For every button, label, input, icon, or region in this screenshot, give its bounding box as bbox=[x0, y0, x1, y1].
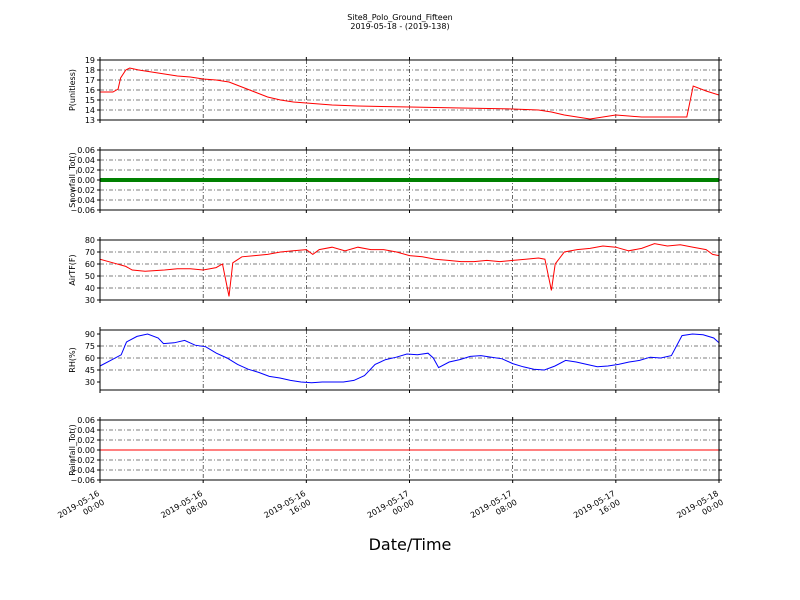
x-tick-label: 2019-05-1700:00 bbox=[366, 489, 416, 529]
y-tick-label: 15 bbox=[85, 96, 95, 105]
y-tick-label: 30 bbox=[85, 296, 95, 305]
y-axis-label: Snowfall_Tot() bbox=[68, 152, 77, 208]
y-tick-label: 17 bbox=[85, 76, 95, 85]
panel-frame bbox=[99, 419, 720, 481]
y-tick-label: 0.00 bbox=[77, 446, 95, 455]
y-tick-label: 70 bbox=[85, 248, 95, 257]
panel-4: −0.06−0.04−0.020.000.020.040.06Rainfall_… bbox=[68, 416, 722, 485]
y-tick-label: 0.04 bbox=[77, 426, 95, 435]
y-tick-label: 40 bbox=[85, 284, 95, 293]
chart-title: Site8_Polo_Ground_Fifteen bbox=[347, 13, 452, 22]
x-tick-label: 2019-05-1800:00 bbox=[675, 489, 725, 529]
y-axis-label: RH(%) bbox=[68, 347, 77, 372]
y-tick-label: −0.04 bbox=[70, 196, 95, 205]
y-tick-label: 75 bbox=[85, 342, 95, 351]
y-tick-label: 16 bbox=[85, 86, 95, 95]
panel-2: 30 40 50 60 70 80 AirTF(F) bbox=[68, 236, 722, 305]
y-tick-label: 0.06 bbox=[77, 416, 95, 425]
y-tick-label: −0.02 bbox=[70, 186, 95, 195]
y-tick-label: 19 bbox=[85, 56, 95, 65]
y-tick-label: 80 bbox=[85, 236, 95, 245]
y-tick-label: 13 bbox=[85, 116, 95, 125]
panel-frame bbox=[99, 239, 720, 301]
y-tick-label: −0.06 bbox=[70, 206, 95, 215]
y-tick-label: 18 bbox=[85, 66, 95, 75]
x-axis-label: Date/Time bbox=[369, 535, 452, 554]
x-tick-label: 2019-05-1716:00 bbox=[572, 489, 622, 529]
series-line-0 bbox=[100, 67, 719, 120]
series-line-2 bbox=[100, 243, 719, 297]
y-axis-label: P(unitless) bbox=[68, 69, 77, 111]
y-tick-label: −0.02 bbox=[70, 456, 95, 465]
panels-group: 13141516171819P(unitless)−0.06−0.04−0.02… bbox=[56, 56, 725, 529]
x-tick-label: 2019-05-1600:00 bbox=[56, 489, 106, 529]
x-tick-label: 2019-05-1708:00 bbox=[469, 489, 519, 529]
y-tick-label: 0.02 bbox=[77, 166, 95, 175]
y-tick-label: 30 bbox=[85, 378, 95, 387]
y-tick-label: 0.06 bbox=[77, 146, 95, 155]
y-tick-label: −0.04 bbox=[70, 466, 95, 475]
panel-frame bbox=[99, 329, 720, 391]
y-axis-label: AirTF(F) bbox=[68, 254, 77, 285]
x-tick-label: 2019-05-1616:00 bbox=[263, 489, 313, 529]
x-tick-label: 2019-05-1608:00 bbox=[159, 489, 209, 529]
chart-subtitle: 2019-05-18 - (2019-138) bbox=[350, 22, 449, 31]
series-line-3 bbox=[100, 333, 719, 384]
panel-3: 30 45 60 75 90 RH(%) bbox=[68, 327, 722, 393]
y-tick-label: 60 bbox=[85, 354, 95, 363]
y-tick-label: 0.02 bbox=[77, 436, 95, 445]
panel-frame bbox=[99, 149, 720, 211]
y-tick-label: 90 bbox=[85, 330, 95, 339]
y-tick-label: 0.04 bbox=[77, 156, 95, 165]
y-tick-label: 14 bbox=[85, 106, 95, 115]
y-tick-label: −0.06 bbox=[70, 476, 95, 485]
y-tick-label: 0.00 bbox=[77, 176, 95, 185]
y-axis-label: Rainfall_Tot() bbox=[68, 424, 77, 476]
y-tick-label: 50 bbox=[85, 272, 95, 281]
panel-frame bbox=[99, 59, 720, 121]
panel-1: −0.06−0.04−0.020.000.020.040.06Snowfall_… bbox=[68, 146, 722, 215]
y-tick-label: 60 bbox=[85, 260, 95, 269]
y-tick-label: 45 bbox=[85, 366, 95, 375]
